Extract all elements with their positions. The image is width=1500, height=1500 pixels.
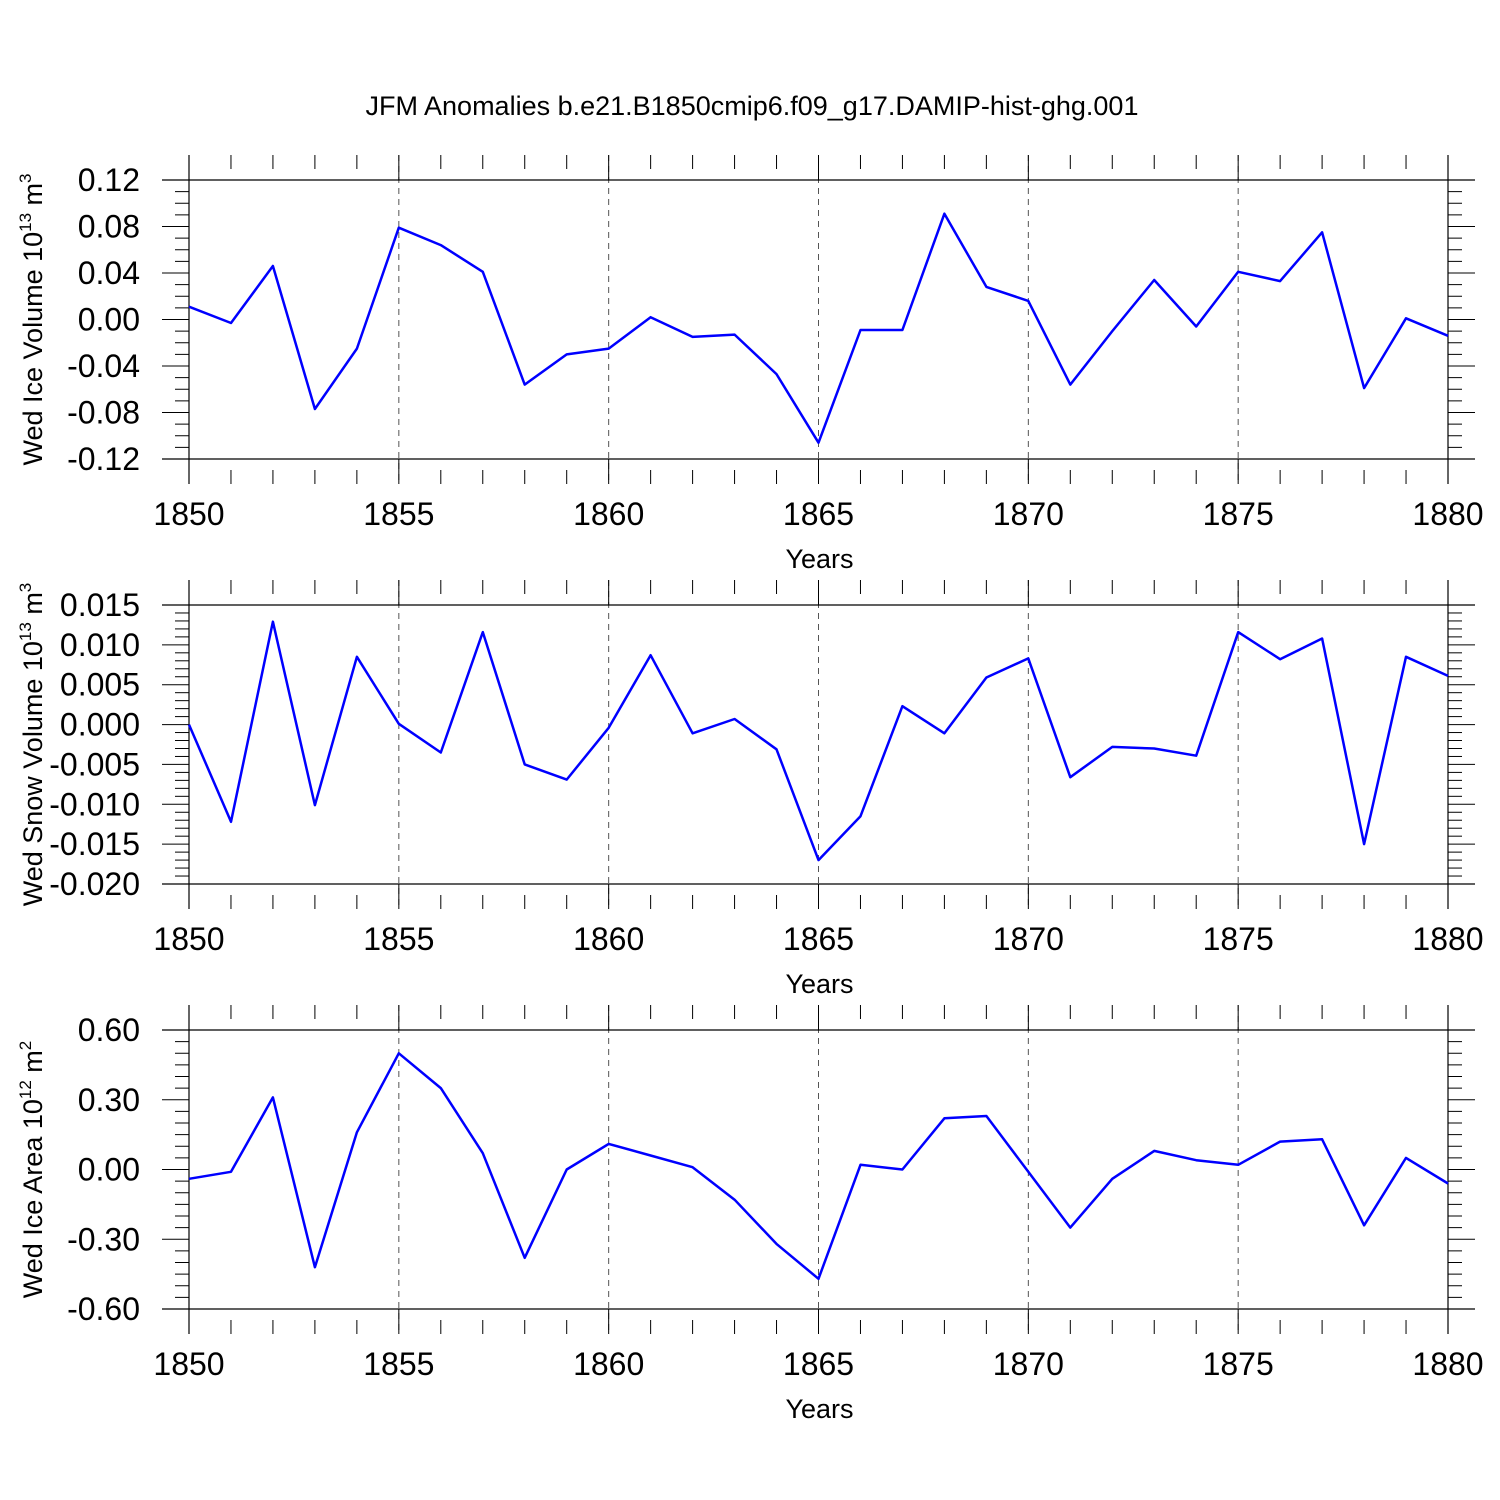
y-axis-label: Wed Ice Volume 1013 m3 <box>16 173 48 465</box>
y-tick-label: 0.015 <box>60 587 140 623</box>
x-tick-label: 1870 <box>993 496 1064 532</box>
x-axis-label: Years <box>785 1394 853 1424</box>
y-tick-label: 0.010 <box>60 627 140 663</box>
y-axis-label: Wed Snow Volume 1013 m3 <box>16 583 48 907</box>
y-tick-label: 0.04 <box>78 255 140 291</box>
x-tick-label: 1875 <box>1203 1346 1274 1382</box>
y-tick-label: -0.020 <box>49 866 140 902</box>
y-tick-label: 0.60 <box>78 1012 140 1048</box>
y-tick-label: -0.60 <box>67 1291 140 1327</box>
x-tick-label: 1850 <box>153 496 224 532</box>
y-tick-label: -0.08 <box>67 395 140 431</box>
x-tick-label: 1880 <box>1412 1346 1483 1382</box>
y-tick-label: -0.005 <box>49 746 140 782</box>
x-axis-label: Years <box>785 544 853 574</box>
panel-3: 0.60 0.30 0.00 -0.30 -0.60 1850 1855 1860 1865 18… <box>16 1005 1484 1424</box>
y-tick-label: 0.00 <box>78 302 140 338</box>
x-tick-label: 1870 <box>993 1346 1064 1382</box>
y-tick-label: 0.08 <box>78 209 140 245</box>
panel-2: 0.015 0.010 0.005 0.000-0.005 -0.010 -0.015 -0… <box>16 580 1484 999</box>
y-tick-label: -0.30 <box>67 1221 140 1257</box>
series-line <box>188 212 1449 444</box>
x-tick-label: 1850 <box>153 1346 224 1382</box>
x-tick-label: 1860 <box>573 496 644 532</box>
series-line <box>188 1052 1449 1281</box>
x-tick-label: 1865 <box>783 921 854 957</box>
y-tick-label: 0.12 <box>78 162 140 198</box>
series-line <box>187 620 1449 862</box>
y-tick-label: 0.005 <box>60 667 140 703</box>
x-tick-label: 1880 <box>1412 921 1483 957</box>
x-axis-label: Years <box>785 969 853 999</box>
x-tick-label: 1860 <box>573 921 644 957</box>
y-tick-label: -0.010 <box>49 786 140 822</box>
x-tick-label: 1855 <box>363 921 434 957</box>
x-tick-label: 1855 <box>363 1346 434 1382</box>
y-tick-label: -0.015 <box>49 826 140 862</box>
x-tick-label: 1875 <box>1203 921 1274 957</box>
y-axis-label: Wed Ice Area 1012 m2 <box>16 1041 48 1299</box>
x-tick-label: 1880 <box>1412 496 1483 532</box>
x-tick-label: 1875 <box>1203 496 1274 532</box>
x-tick-label: 1855 <box>363 496 434 532</box>
x-tick-label: 1850 <box>153 921 224 957</box>
y-tick-label: 0.000 <box>60 707 140 743</box>
chart-title: JFM Anomalies b.e21.B1850cmip6.f09_g17.D… <box>366 91 1139 121</box>
x-tick-label: 1865 <box>783 1346 854 1382</box>
y-tick-label: 0.00 <box>78 1152 140 1188</box>
y-tick-label: -0.04 <box>67 348 140 384</box>
y-tick-label: -0.12 <box>67 441 140 477</box>
x-tick-label: 1870 <box>993 921 1064 957</box>
x-tick-label: 1865 <box>783 496 854 532</box>
panels: 0.12 0.08 0.04 0.00 -0.04 -0.08 -0.12 1850 1855 1… <box>16 155 1484 1424</box>
x-tick-label: 1860 <box>573 1346 644 1382</box>
y-tick-label: 0.30 <box>78 1082 140 1118</box>
panel-1: 0.12 0.08 0.04 0.00 -0.04 -0.08 -0.12 1850 1855 1… <box>16 155 1484 574</box>
